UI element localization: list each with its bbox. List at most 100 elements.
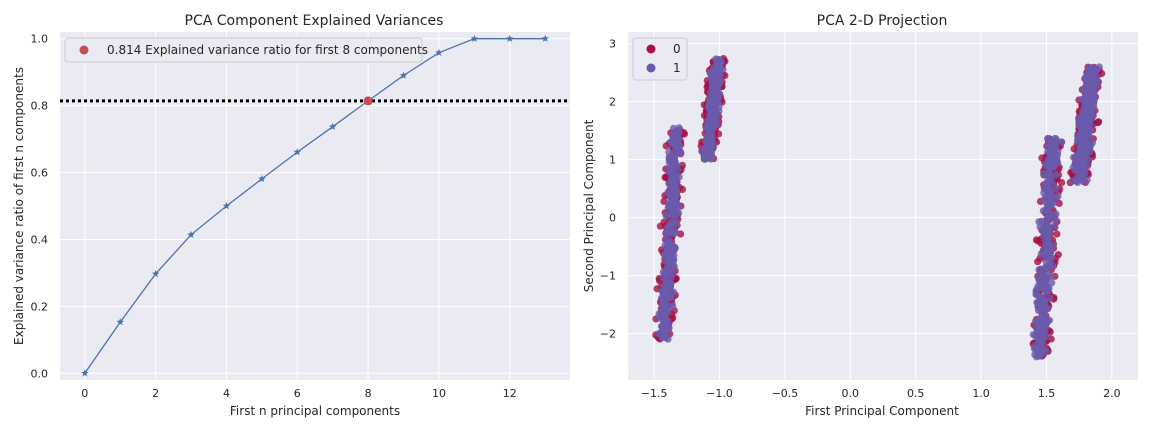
x-tick-label: −1.0 [706,387,733,400]
scatter-point-class-1 [704,121,712,129]
scatter-point-class-1 [674,131,682,139]
scatter-point-class-1 [669,154,677,162]
scatter-point-class-1 [1054,159,1062,167]
cumulative-variance-line [84,38,546,374]
scatter-point-class-1 [713,99,722,107]
data-point-star [328,122,337,130]
y-tick-label: −2 [600,328,616,341]
scatter-point-class-1 [707,129,715,137]
scatter-point-class-1 [713,73,721,81]
x-tick-labels: −1.5 −1.0 −0.5 0.0 0.5 1.0 1.5 2.0 [641,387,1121,400]
y-tick-label: 0.4 [31,233,49,246]
scatter-point-class-1 [708,83,716,91]
scatter-point-class-1 [1078,168,1086,176]
scatter-point-class-1 [663,229,671,237]
scatter-point-class-1 [710,121,718,129]
y-tick-label: 0.0 [31,367,49,380]
legend-label-0: 0 [673,42,681,56]
y-tick-label: −1 [600,270,616,283]
scatter-point-class-1 [668,184,676,192]
scatter-point-class-1 [660,331,668,339]
scatter-point-class-1 [1069,163,1077,172]
scatter-point-class-0 [656,222,665,230]
scatter-point-class-1 [1042,160,1050,168]
scatter-point-class-1 [1042,240,1050,248]
scatter-point-class-1 [1038,227,1047,235]
scatter-point-class-1 [659,300,668,308]
x-tick-label: 10 [432,387,446,400]
scatter-point-class-1 [1039,265,1047,273]
plot-area [60,32,570,380]
scatter-point-class-1 [1052,210,1060,218]
scatter-point-class-1 [699,147,707,155]
x-tick-label: 12 [503,387,517,400]
x-tick-label: −0.5 [772,387,799,400]
x-tick-label: −1.5 [641,387,668,400]
data-point-star [151,269,160,278]
scatter-point-class-1 [1088,78,1096,86]
scatter-point-class-1 [1038,308,1046,316]
data-point-star [116,318,125,326]
scatter-point-class-1 [1081,93,1089,102]
scatter-point-class-0 [1094,119,1102,127]
scatter-point-class-1 [1050,222,1058,230]
data-point-star [435,48,443,56]
legend-marker [79,45,89,55]
x-tick-label: 1.0 [972,387,990,400]
scatter-point-class-1 [669,193,678,201]
scatter-point-class-1 [1087,72,1095,80]
data-point-star [222,202,231,210]
scatter-point-class-1 [667,267,675,275]
highlight-point [363,96,373,106]
scatter-point-class-1 [1087,98,1095,106]
scatter-point-class-1 [1046,246,1054,254]
legend: 0 1 [632,37,688,81]
scatter-point-class-1 [1083,139,1091,147]
y-tick-labels: 0.0 0.2 0.4 0.6 0.8 1.0 [31,33,49,381]
scatter-point-class-1 [1045,173,1053,181]
scatter-point-class-1 [1031,332,1039,340]
scatter-point-class-1 [705,144,714,152]
scatter-point-class-1 [1052,194,1060,202]
y-axis-label: Explained variance ratio of first n comp… [12,67,26,345]
scatter-point-class-1 [672,145,680,153]
scatter-point-class-1 [663,284,671,292]
data-point-star [187,230,195,239]
x-tick-label: 1.5 [1038,387,1056,400]
scatter-point-class-1 [700,155,709,163]
scatter-point-class-1 [1086,148,1094,156]
scatter-point-class-1 [1048,279,1056,287]
scatter-point-class-0 [1054,251,1062,259]
scatter-point-class-1 [1041,284,1049,292]
scatter-point-class-1 [1080,109,1088,118]
scatter-point-class-1 [1043,179,1051,187]
scatter-point-class-1 [670,229,678,237]
scatter-point-class-1 [1088,139,1096,147]
scatter-point-class-1 [1049,199,1057,208]
scatter-point-class-1 [1082,103,1090,111]
scatter-point-class-1 [1076,175,1084,183]
legend: 0.814 Explained variance ratio for first… [64,37,428,63]
y-axis-label: Second Principal Component [582,119,596,292]
scatter-point-class-1 [1076,143,1084,151]
scatter-point-class-1 [1044,223,1052,231]
x-tick-label: 6 [294,387,301,400]
scatter-point-class-1 [1047,187,1055,195]
legend-label-1: 1 [673,61,681,75]
y-tick-label: 0.2 [31,300,49,313]
x-tick-label: 0 [81,387,88,400]
scatter-point-class-1 [674,166,682,174]
scatter-point-class-1 [1046,294,1054,302]
scatter-point-class-1 [1035,352,1043,360]
scatter-point-class-1 [1052,154,1060,162]
scatter-point-class-0 [680,130,689,138]
y-tick-label: 0.6 [31,167,49,180]
data-point-star [80,369,89,377]
scatter-point-class-1 [1049,164,1057,172]
scatter-point-class-1 [1079,122,1087,130]
scatter-point-class-1 [667,279,675,287]
y-tick-labels: −2 −1 0 1 2 3 [600,38,616,341]
x-tick-label: 8 [365,387,372,400]
x-tick-labels: 0 2 4 6 8 10 12 [81,387,517,400]
scatter-point-class-1 [1040,170,1048,178]
